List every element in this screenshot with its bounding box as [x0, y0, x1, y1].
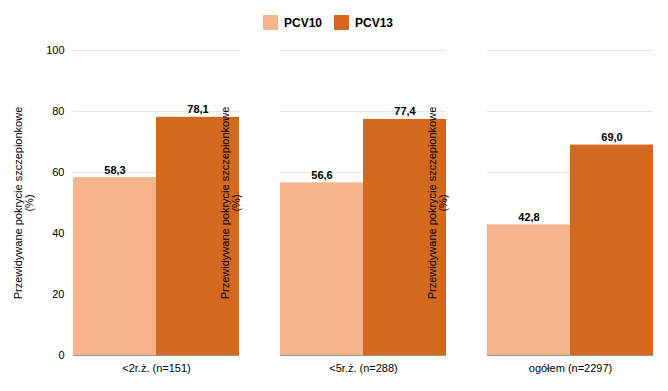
svg-text:Przewidywane pokrycie szczepio: Przewidywane pokrycie szczepionkowe(%): [12, 107, 35, 300]
svg-text:0: 0: [58, 349, 64, 361]
html-text:PCV13: PCV13: [355, 15, 393, 30]
svg-text:20: 20: [52, 288, 64, 300]
html-text:PCV10: PCV10: [284, 15, 322, 30]
svg-text:Przewidywane pokrycie szczepio: Przewidywane pokrycie szczepionkowe(%): [219, 107, 242, 300]
svg-text:40: 40: [52, 227, 64, 239]
svg-text:77,4: 77,4: [394, 105, 416, 117]
svg-text:78,1: 78,1: [187, 103, 208, 115]
svg-text:<5r.ż. (n=288): <5r.ż. (n=288): [329, 362, 398, 374]
svg-text:100: 100: [46, 44, 64, 56]
svg-text:69,0: 69,0: [601, 131, 622, 143]
svg-text:ogółem (n=2297): ogółem (n=2297): [529, 362, 612, 374]
svg-text:Przewidywane pokrycie szczepio: Przewidywane pokrycie szczepionkowe(%): [426, 107, 449, 300]
svg-text:60: 60: [52, 166, 64, 178]
svg-text:56,6: 56,6: [311, 169, 332, 181]
svg-text:<2r.ż. (n=151): <2r.ż. (n=151): [122, 362, 191, 374]
svg-text:58,3: 58,3: [104, 164, 125, 176]
svg-text:80: 80: [52, 105, 64, 117]
svg-text:42,8: 42,8: [518, 211, 539, 223]
